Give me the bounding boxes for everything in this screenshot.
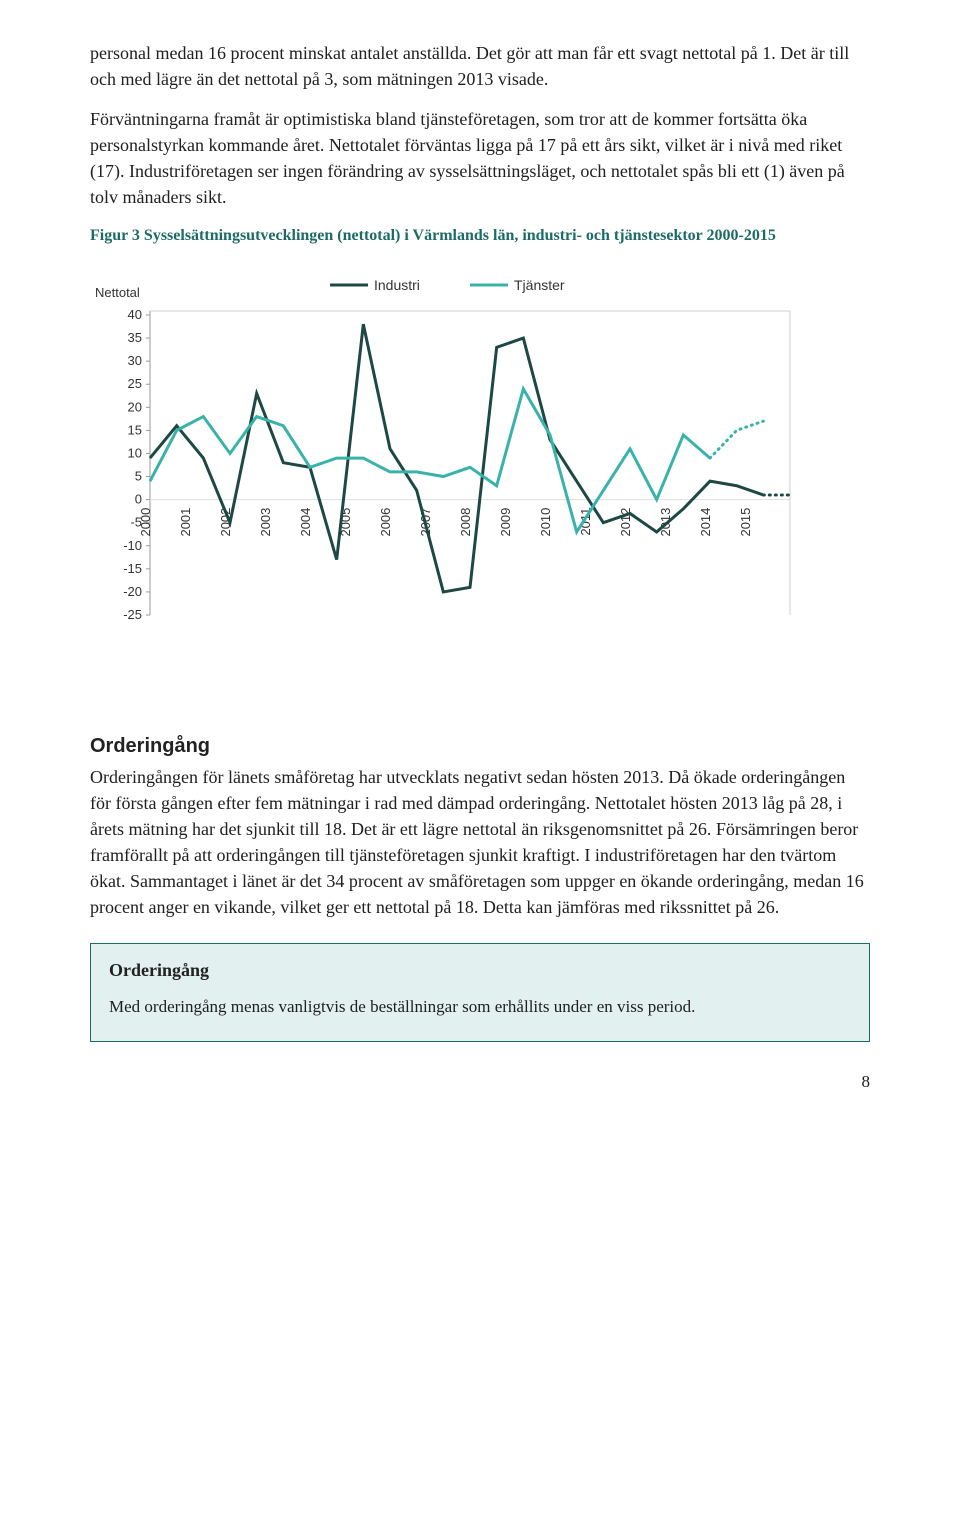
- svg-text:-20: -20: [123, 584, 142, 599]
- figure-title: Figur 3 Sysselsättningsutvecklingen (net…: [90, 225, 870, 247]
- line-chart: NettotalIndustriTjänster-25-20-15-10-505…: [90, 265, 810, 675]
- paragraph-2: Förväntningarna framåt är optimistiska b…: [90, 106, 870, 210]
- svg-text:2006: 2006: [378, 508, 393, 537]
- svg-text:2013: 2013: [658, 508, 673, 537]
- paragraph-1: personal medan 16 procent minskat antale…: [90, 40, 870, 92]
- svg-text:Tjänster: Tjänster: [514, 277, 565, 293]
- svg-text:-15: -15: [123, 561, 142, 576]
- svg-text:30: 30: [128, 353, 142, 368]
- callout-title: Orderingång: [109, 960, 851, 981]
- svg-text:10: 10: [128, 445, 142, 460]
- svg-text:2010: 2010: [538, 508, 553, 537]
- svg-text:2012: 2012: [618, 508, 633, 537]
- svg-text:2015: 2015: [738, 508, 753, 537]
- svg-text:-10: -10: [123, 538, 142, 553]
- svg-text:0: 0: [135, 492, 142, 507]
- svg-text:2004: 2004: [298, 508, 313, 537]
- svg-text:25: 25: [128, 376, 142, 391]
- svg-text:2009: 2009: [498, 508, 513, 537]
- svg-text:40: 40: [128, 307, 142, 322]
- svg-text:2000: 2000: [138, 508, 153, 537]
- page-number: 8: [90, 1072, 870, 1092]
- chart-container: NettotalIndustriTjänster-25-20-15-10-505…: [90, 265, 870, 675]
- callout-box: Orderingång Med orderingång menas vanlig…: [90, 943, 870, 1043]
- svg-text:-25: -25: [123, 607, 142, 622]
- svg-text:2001: 2001: [178, 508, 193, 537]
- svg-text:15: 15: [128, 422, 142, 437]
- paragraph-3: Orderingången för länets småföretag har …: [90, 764, 870, 921]
- svg-text:2014: 2014: [698, 508, 713, 537]
- svg-text:35: 35: [128, 330, 142, 345]
- svg-text:Industri: Industri: [374, 277, 420, 293]
- svg-text:2008: 2008: [458, 508, 473, 537]
- svg-text:5: 5: [135, 468, 142, 483]
- svg-text:20: 20: [128, 399, 142, 414]
- callout-text: Med orderingång menas vanligtvis de best…: [109, 995, 851, 1020]
- svg-text:Nettotal: Nettotal: [95, 285, 140, 300]
- svg-text:2003: 2003: [258, 508, 273, 537]
- section-heading-orderingang: Orderingång: [90, 735, 870, 758]
